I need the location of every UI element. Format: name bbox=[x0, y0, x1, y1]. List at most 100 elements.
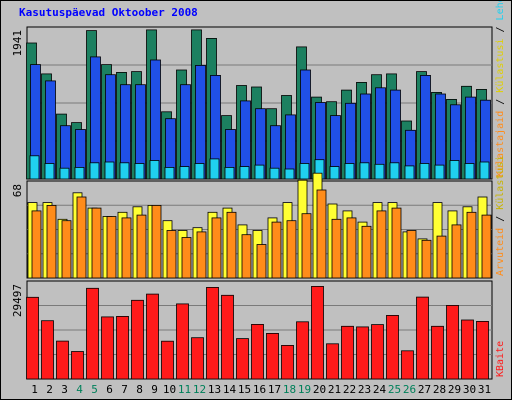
legend-entry: Lehed bbox=[495, 1, 506, 20]
bar-top-lehed-day-14 bbox=[224, 166, 235, 180]
bar-middle-arvuteid-day-20 bbox=[316, 189, 327, 279]
x-tick-day-3: 3 bbox=[61, 383, 68, 396]
bar-bottom-kbaite-day-24 bbox=[371, 324, 384, 380]
x-tick-day-10: 10 bbox=[163, 383, 176, 396]
bar-middle-arvuteid-day-12 bbox=[196, 231, 207, 279]
bar-middle-arvuteid-day-6 bbox=[106, 216, 117, 279]
bar-middle-arvuteid-day-8 bbox=[136, 214, 147, 279]
bar-middle-arvuteid-day-2 bbox=[46, 204, 57, 279]
bar-middle-arvuteid-day-1 bbox=[31, 210, 42, 279]
bar-bottom-kbaite-day-23 bbox=[356, 326, 369, 380]
x-tick-day-22: 22 bbox=[343, 383, 356, 396]
bar-bottom-kbaite-day-16 bbox=[251, 323, 264, 380]
bar-bottom-kbaite-day-26 bbox=[401, 350, 414, 380]
bar-middle-arvuteid-day-28 bbox=[436, 235, 447, 279]
bar-middle-arvuteid-day-30 bbox=[466, 211, 477, 279]
bar-top-lehed-day-31 bbox=[479, 161, 490, 180]
y-max-label: 29497 bbox=[11, 284, 24, 317]
bar-top-lehed-day-7 bbox=[119, 162, 130, 180]
legend-entry: Külastusi bbox=[495, 39, 506, 93]
bar-middle-arvuteid-day-7 bbox=[121, 217, 132, 279]
bar-middle-arvuteid-day-16 bbox=[256, 244, 267, 279]
bar-middle-arvuteid-day-14 bbox=[226, 211, 237, 279]
legend-separator: / bbox=[495, 93, 506, 111]
x-tick-day-21: 21 bbox=[328, 383, 341, 396]
bar-bottom-kbaite-day-19 bbox=[296, 321, 309, 380]
bar-top-lehed-day-4 bbox=[74, 166, 85, 180]
x-tick-day-11: 11 bbox=[178, 383, 191, 396]
bar-bottom-kbaite-day-14 bbox=[221, 294, 234, 380]
bar-top-lehed-day-18 bbox=[284, 168, 295, 180]
bar-bottom-kbaite-day-30 bbox=[461, 319, 474, 380]
x-tick-day-7: 7 bbox=[121, 383, 128, 396]
bar-bottom-kbaite-day-31 bbox=[476, 320, 489, 380]
bar-top-lehed-day-16 bbox=[254, 164, 265, 180]
panel-top: 1941 Külastajaid / Külastusi / Lehed / Fa… bbox=[11, 1, 506, 180]
bar-bottom-kbaite-day-3 bbox=[56, 340, 69, 380]
x-tick-day-20: 20 bbox=[313, 383, 326, 396]
x-tick-day-24: 24 bbox=[373, 383, 387, 396]
bar-bottom-kbaite-day-4 bbox=[71, 351, 84, 380]
bar-bottom-kbaite-day-12 bbox=[191, 337, 204, 380]
bar-top-lehed-day-12 bbox=[194, 163, 205, 180]
bar-middle-arvuteid-day-13 bbox=[211, 217, 222, 279]
bar-top-lehed-day-29 bbox=[449, 160, 460, 180]
bar-middle-arvuteid-day-9 bbox=[151, 204, 162, 279]
x-tick-day-14: 14 bbox=[223, 383, 237, 396]
x-tick-day-29: 29 bbox=[448, 383, 461, 396]
legend-separator: / bbox=[495, 210, 506, 228]
bar-middle-arvuteid-day-21 bbox=[331, 218, 342, 279]
bar-top-lehed-day-19 bbox=[299, 163, 310, 180]
bar-top-lehed-day-6 bbox=[104, 161, 115, 180]
bar-bottom-kbaite-day-13 bbox=[206, 286, 219, 380]
legend-separator: / bbox=[495, 20, 506, 38]
bar-top-lehed-day-3 bbox=[59, 167, 70, 180]
x-tick-day-13: 13 bbox=[208, 383, 221, 396]
bar-middle-arvuteid-day-15 bbox=[241, 234, 252, 279]
x-tick-day-5: 5 bbox=[91, 383, 98, 396]
bar-top-lehed-day-21 bbox=[329, 166, 340, 180]
bar-bottom-kbaite-day-7 bbox=[116, 315, 129, 380]
x-tick-day-23: 23 bbox=[358, 383, 371, 396]
x-tick-day-4: 4 bbox=[76, 383, 83, 396]
bar-top-lehed-day-30 bbox=[464, 163, 475, 180]
bar-top-lehed-day-22 bbox=[344, 163, 355, 180]
panel-middle: 68 Arvuteid / Külastusi bbox=[11, 156, 506, 279]
bar-top-lehed-day-11 bbox=[179, 166, 190, 180]
x-tick-day-27: 27 bbox=[418, 383, 431, 396]
bar-bottom-kbaite-day-20 bbox=[311, 285, 324, 380]
bar-top-lehed-day-8 bbox=[134, 163, 145, 180]
bar-top-lehed-day-5 bbox=[89, 162, 100, 180]
bar-middle-arvuteid-day-11 bbox=[181, 237, 192, 279]
bar-top-lehed-day-23 bbox=[359, 162, 370, 180]
bar-bottom-kbaite-day-28 bbox=[431, 325, 444, 380]
bar-bottom-kbaite-day-11 bbox=[176, 303, 189, 380]
bar-bottom-kbaite-day-22 bbox=[341, 325, 354, 380]
bar-top-faile-day-5 bbox=[90, 56, 101, 180]
bar-middle-arvuteid-day-22 bbox=[346, 217, 357, 279]
bar-bottom-kbaite-day-17 bbox=[266, 332, 279, 380]
bar-middle-arvuteid-day-26 bbox=[406, 230, 417, 279]
x-tick-day-26: 26 bbox=[403, 383, 416, 396]
bar-top-lehed-day-25 bbox=[389, 162, 400, 180]
bar-top-faile-day-12 bbox=[195, 65, 206, 180]
bar-bottom-kbaite-day-10 bbox=[161, 340, 174, 380]
bar-bottom-kbaite-day-5 bbox=[86, 287, 99, 380]
x-tick-day-8: 8 bbox=[136, 383, 143, 396]
bar-top-lehed-day-9 bbox=[149, 160, 160, 180]
bar-top-lehed-day-13 bbox=[209, 158, 220, 180]
bar-top-lehed-day-10 bbox=[164, 166, 175, 180]
bar-middle-arvuteid-day-27 bbox=[421, 239, 432, 279]
x-tick-day-19: 19 bbox=[298, 383, 311, 396]
x-tick-day-9: 9 bbox=[151, 383, 158, 396]
bar-bottom-kbaite-day-21 bbox=[326, 343, 339, 380]
y-max-label: 68 bbox=[11, 184, 24, 197]
bar-top-lehed-day-1 bbox=[29, 155, 40, 180]
bar-top-faile-day-19 bbox=[300, 69, 311, 180]
x-tick-day-15: 15 bbox=[238, 383, 251, 396]
x-tick-day-18: 18 bbox=[283, 383, 296, 396]
x-tick-day-30: 30 bbox=[463, 383, 476, 396]
bar-middle-arvuteid-day-3 bbox=[61, 220, 72, 279]
side-legend-middle: Arvuteid / Külastusi bbox=[495, 156, 506, 276]
